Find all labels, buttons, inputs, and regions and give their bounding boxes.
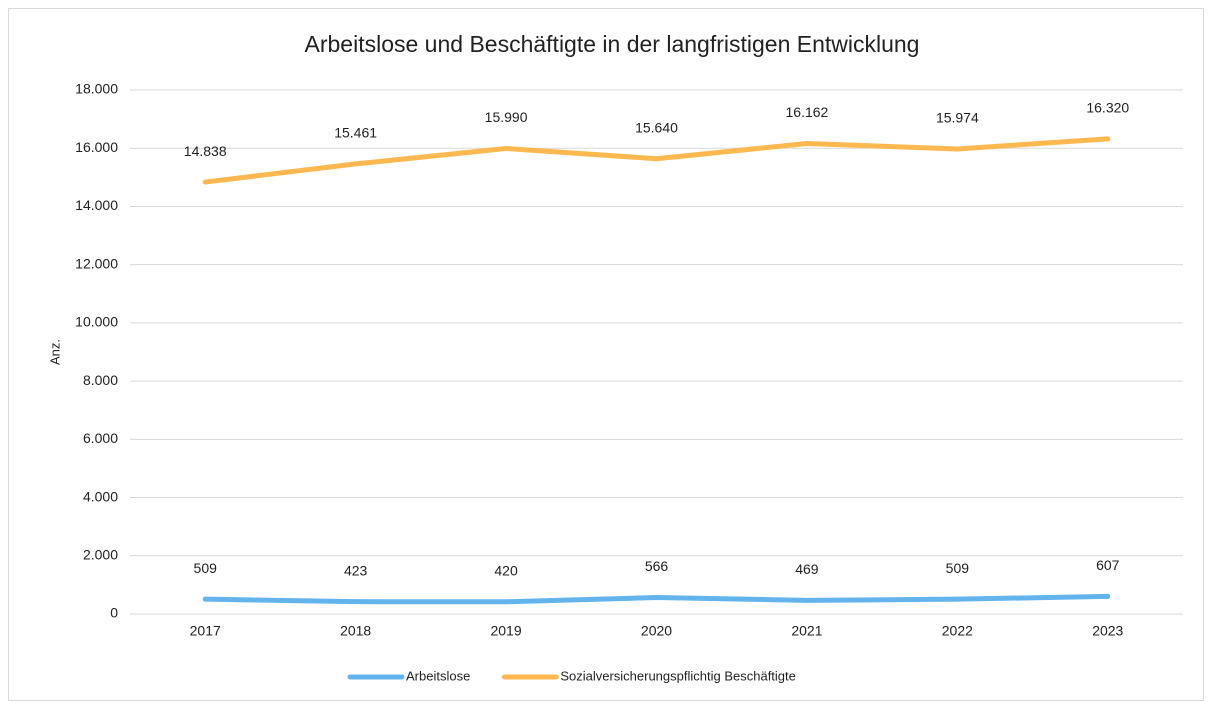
series-line [202, 593, 1111, 605]
data-label: 15.990 [485, 109, 528, 125]
x-tick-label: 2020 [641, 623, 672, 639]
x-tick-label: 2018 [340, 623, 371, 639]
y-tick-label: 0 [110, 605, 118, 621]
y-tick-label: 12.000 [75, 255, 118, 271]
data-label: 566 [645, 558, 669, 574]
data-label: 420 [494, 562, 518, 578]
data-label: 469 [795, 561, 819, 577]
data-label: 509 [194, 560, 218, 576]
data-label: 15.640 [635, 119, 678, 135]
data-label: 509 [946, 560, 970, 576]
y-tick-label: 6.000 [83, 430, 118, 446]
x-tick-label: 2017 [190, 623, 221, 639]
y-tick-label: 14.000 [75, 197, 118, 213]
data-label: 15.461 [334, 125, 377, 141]
y-tick-label: 10.000 [75, 314, 118, 330]
y-tick-label: 18.000 [75, 81, 118, 97]
chart-title: Arbeitslose und Beschäftigte in der lang… [305, 31, 920, 57]
y-tick-label: 4.000 [83, 488, 118, 504]
legend-label: Arbeitslose [406, 668, 470, 683]
x-tick-label: 2023 [1092, 623, 1123, 639]
data-label: 15.974 [936, 110, 979, 126]
legend-label: Sozialversicherungspflichtig Beschäftigt… [560, 668, 796, 683]
y-axis-label: Anz. [47, 339, 62, 365]
x-tick-label: 2022 [942, 623, 973, 639]
data-label: 14.838 [184, 143, 227, 159]
y-tick-label: 8.000 [83, 372, 118, 388]
y-tick-label: 2.000 [83, 546, 118, 562]
y-tick-label: 16.000 [75, 139, 118, 155]
chart-border [8, 8, 1204, 701]
x-tick-label: 2021 [791, 623, 822, 639]
data-label: 16.162 [786, 104, 829, 120]
data-label: 607 [1096, 557, 1120, 573]
data-label: 16.320 [1086, 100, 1129, 116]
data-label: 423 [344, 562, 368, 578]
x-tick-label: 2019 [490, 623, 521, 639]
series-line [202, 136, 1111, 185]
